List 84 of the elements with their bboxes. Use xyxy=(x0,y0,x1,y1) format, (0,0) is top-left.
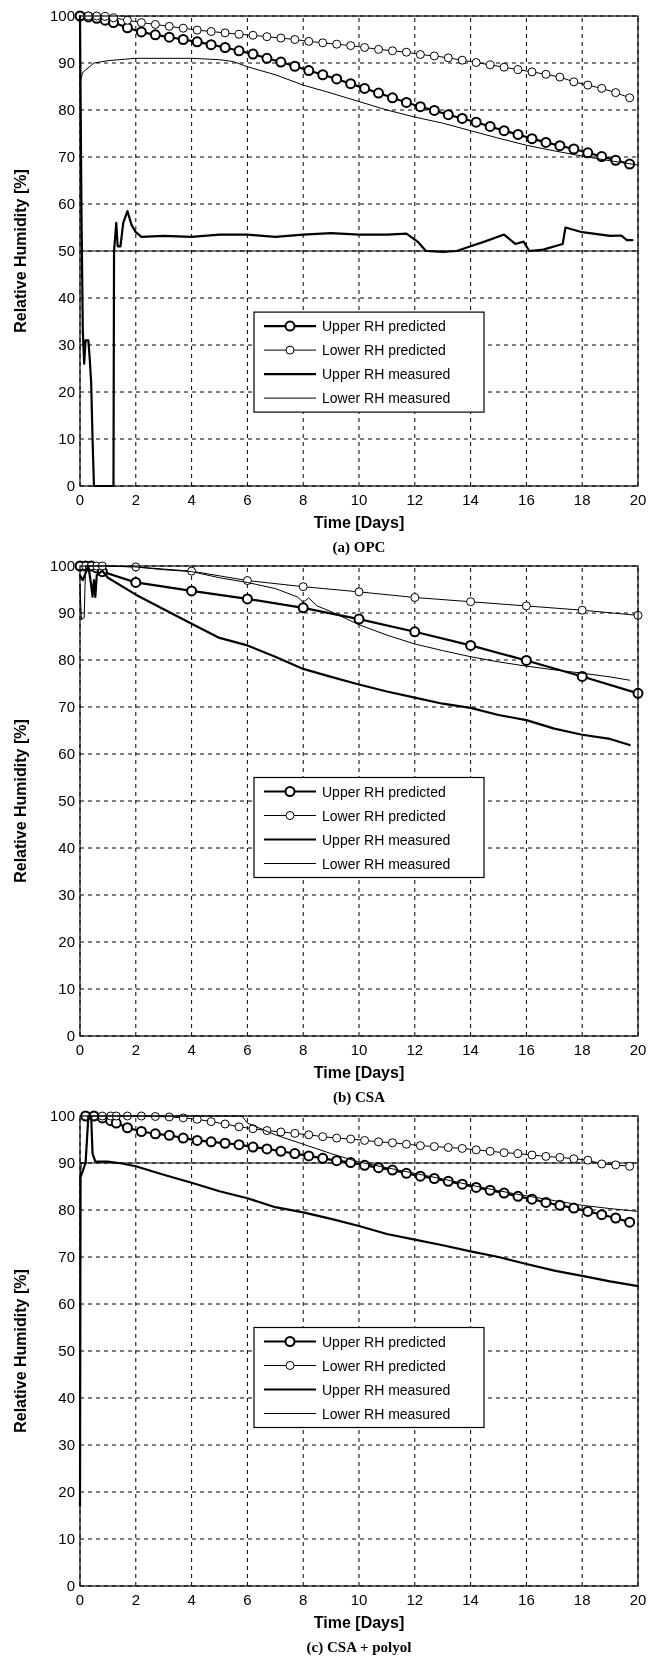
y-tick-label: 20 xyxy=(58,933,75,950)
text: (b) CSA xyxy=(332,1089,386,1106)
x-tick-label: 10 xyxy=(350,1591,368,1608)
legend-label: Lower RH measured xyxy=(322,390,451,407)
y-tick-label: 30 xyxy=(58,336,75,353)
y-tick-label: 90 xyxy=(58,604,75,621)
y-tick-label: 0 xyxy=(66,1027,75,1044)
y-tick-label: 60 xyxy=(58,195,75,212)
x-tick-label: 8 xyxy=(299,1591,308,1608)
text: (a) OPC xyxy=(332,539,386,556)
y-tick-label: 50 xyxy=(58,792,75,809)
text: (c) CSA + polyol xyxy=(306,1639,412,1656)
legend-label: Upper RH predicted xyxy=(322,318,446,335)
legend-label: Upper RH measured xyxy=(322,1381,451,1398)
y-tick-label: 40 xyxy=(58,1389,75,1406)
y-tick-label: 60 xyxy=(58,1295,75,1312)
x-tick-label: 8 xyxy=(299,491,308,508)
legend-label: Upper RH predicted xyxy=(322,1333,446,1350)
legend-label: Lower RH measured xyxy=(322,1405,451,1422)
x-tick-label: 18 xyxy=(573,1041,591,1058)
x-tick-label: 6 xyxy=(243,1591,252,1608)
x-axis-title: Time [Days] xyxy=(313,1064,405,1081)
y-tick-label: 90 xyxy=(58,1154,75,1171)
x-tick-label: 6 xyxy=(243,491,252,508)
x-tick-label: 18 xyxy=(573,1591,591,1608)
x-tick-label: 14 xyxy=(462,1591,479,1608)
y-tick-label: 70 xyxy=(58,1248,75,1265)
x-tick-label: 18 xyxy=(573,491,591,508)
legend-label: Lower RH predicted xyxy=(322,342,446,359)
x-tick-label: 16 xyxy=(518,1041,535,1058)
x-tick-label: 16 xyxy=(518,491,535,508)
x-tick-label: 4 xyxy=(187,1041,196,1058)
y-tick-label: 80 xyxy=(58,651,75,668)
y-tick-label: 0 xyxy=(66,477,75,494)
x-tick-label: 20 xyxy=(629,1591,647,1608)
legend-label: Upper RH measured xyxy=(322,366,451,383)
y-tick-label: 50 xyxy=(58,1342,75,1359)
y-axis-title: Relative Humidity [%] xyxy=(12,719,29,883)
x-tick-label: 10 xyxy=(350,1041,368,1058)
legend-label: Lower RH predicted xyxy=(322,807,446,824)
x-axis-title: Time [Days] xyxy=(313,1614,405,1631)
x-tick-label: 16 xyxy=(518,1591,535,1608)
legend-label: Lower RH measured xyxy=(322,855,451,872)
y-tick-label: 100 xyxy=(49,557,75,574)
y-tick-label: 100 xyxy=(49,7,75,24)
x-axis-title: Time [Days] xyxy=(313,514,405,531)
x-tick-label: 12 xyxy=(406,1041,424,1058)
y-tick-label: 70 xyxy=(58,698,75,715)
x-tick-label: 2 xyxy=(131,1591,140,1608)
y-tick-label: 80 xyxy=(58,1201,75,1218)
x-tick-label: 2 xyxy=(131,1041,140,1058)
y-tick-label: 100 xyxy=(49,1107,75,1124)
x-tick-label: 6 xyxy=(243,1041,252,1058)
x-tick-label: 2 xyxy=(131,491,140,508)
x-tick-label: 14 xyxy=(462,1041,479,1058)
y-tick-label: 50 xyxy=(58,242,75,259)
y-tick-label: 90 xyxy=(58,54,75,71)
y-tick-label: 40 xyxy=(58,839,75,856)
x-tick-label: 20 xyxy=(629,491,647,508)
y-tick-label: 60 xyxy=(58,745,75,762)
y-tick-label: 0 xyxy=(66,1577,75,1594)
x-tick-label: 8 xyxy=(299,1041,308,1058)
y-tick-label: 30 xyxy=(58,1436,75,1453)
y-axis-title: Relative Humidity [%] xyxy=(12,1269,29,1433)
x-tick-label: 12 xyxy=(406,1591,424,1608)
y-axis-title: Relative Humidity [%] xyxy=(12,169,29,333)
x-tick-label: 14 xyxy=(462,491,479,508)
x-tick-label: 4 xyxy=(187,491,196,508)
legend-label: Upper RH measured xyxy=(322,831,451,848)
y-tick-label: 70 xyxy=(58,148,75,165)
y-tick-label: 40 xyxy=(58,289,75,306)
legend-label: Lower RH predicted xyxy=(322,1357,446,1374)
x-tick-label: 4 xyxy=(187,1591,196,1608)
y-tick-label: 10 xyxy=(58,980,75,997)
y-tick-label: 30 xyxy=(58,886,75,903)
y-tick-label: 10 xyxy=(58,430,75,447)
y-tick-label: 10 xyxy=(58,1530,75,1547)
y-tick-label: 20 xyxy=(58,383,75,400)
y-tick-label: 20 xyxy=(58,1483,75,1500)
y-tick-label: 80 xyxy=(58,101,75,118)
x-tick-label: 12 xyxy=(406,491,424,508)
legend-label: Upper RH predicted xyxy=(322,783,446,800)
x-tick-label: 10 xyxy=(350,491,368,508)
x-tick-label: 20 xyxy=(629,1041,647,1058)
